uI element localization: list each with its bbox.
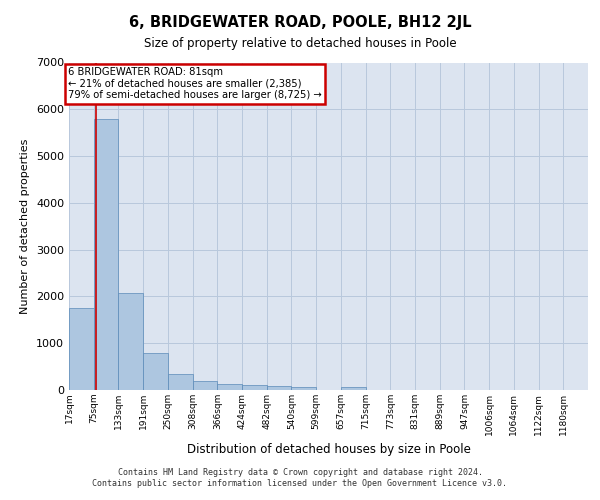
Bar — [341, 386, 365, 390]
Bar — [94, 118, 118, 390]
Bar — [69, 308, 94, 390]
Bar — [217, 384, 242, 390]
X-axis label: Distribution of detached houses by size in Poole: Distribution of detached houses by size … — [187, 443, 470, 456]
Text: 6, BRIDGEWATER ROAD, POOLE, BH12 2JL: 6, BRIDGEWATER ROAD, POOLE, BH12 2JL — [128, 15, 472, 30]
Bar — [143, 352, 168, 390]
Bar — [267, 386, 292, 390]
Text: 6 BRIDGEWATER ROAD: 81sqm
← 21% of detached houses are smaller (2,385)
79% of se: 6 BRIDGEWATER ROAD: 81sqm ← 21% of detac… — [68, 67, 322, 100]
Bar — [118, 292, 143, 390]
Bar — [242, 385, 267, 390]
Bar — [168, 374, 193, 390]
Text: Contains HM Land Registry data © Crown copyright and database right 2024.
Contai: Contains HM Land Registry data © Crown c… — [92, 468, 508, 487]
Bar — [292, 386, 316, 390]
Bar — [193, 381, 217, 390]
Y-axis label: Number of detached properties: Number of detached properties — [20, 138, 31, 314]
Text: Size of property relative to detached houses in Poole: Size of property relative to detached ho… — [143, 38, 457, 51]
